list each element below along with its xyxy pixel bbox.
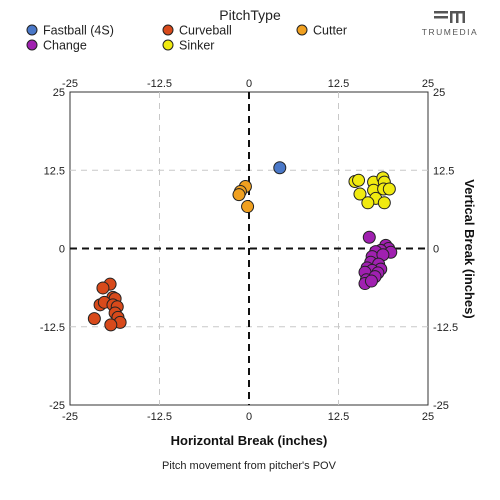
series-change	[358, 230, 398, 291]
x-tick-label-top: -25	[62, 78, 78, 90]
legend-marker	[162, 24, 174, 36]
x-axis-title: Horizontal Break (inches)	[171, 433, 328, 448]
data-points	[87, 161, 398, 332]
zero-lines	[70, 92, 428, 405]
data-point	[377, 196, 391, 210]
x-tick-label-bottom: 0	[246, 411, 252, 423]
legend-item: Change	[26, 39, 87, 53]
trumedia-logo-icon	[434, 11, 465, 23]
y-tick-label-left: 0	[59, 244, 65, 256]
series-cutter	[232, 180, 255, 214]
x-tick-label-top: 12.5	[328, 78, 349, 90]
x-tick-label-bottom: -12.5	[147, 411, 172, 423]
data-point	[104, 318, 118, 332]
data-point	[362, 230, 376, 244]
y-tick-label-right: 25	[433, 87, 445, 99]
legend-label: Change	[43, 39, 87, 53]
legend-item: Fastball (4S)	[26, 24, 114, 38]
legend-label: Fastball (4S)	[43, 24, 114, 38]
legend-title: PitchType	[219, 7, 281, 23]
series-curveball	[87, 277, 127, 332]
y-tick-label-left: 25	[53, 87, 65, 99]
brand-name: TRUMEDIA	[422, 27, 478, 37]
x-tick-label-top: -12.5	[147, 78, 172, 90]
data-point	[353, 187, 367, 201]
legend-label: Cutter	[313, 24, 347, 38]
x-tick-label-top: 25	[422, 78, 434, 90]
legend-label: Sinker	[179, 39, 214, 53]
y-axis-title: Vertical Break (inches)	[462, 179, 477, 318]
y-tick-label-right: 0	[433, 244, 439, 256]
y-tick-label-right: -25	[433, 400, 449, 412]
legend-marker	[26, 24, 38, 36]
data-point	[241, 200, 255, 214]
legend-marker	[296, 24, 308, 36]
x-tick-label-top: 0	[246, 78, 252, 90]
data-point	[361, 196, 375, 210]
legend-item: Cutter	[296, 24, 347, 38]
data-point	[364, 274, 378, 288]
data-point	[232, 188, 246, 202]
data-point	[96, 281, 110, 295]
y-tick-label-right: -12.5	[433, 322, 458, 334]
x-tick-label-bottom: 12.5	[328, 411, 349, 423]
series-sinker	[348, 171, 396, 210]
x-tick-label-bottom: -25	[62, 411, 78, 423]
chart-caption: Pitch movement from pitcher's POV	[162, 460, 337, 472]
data-point	[352, 173, 366, 187]
y-tick-label-left: -25	[49, 400, 65, 412]
y-tick-label-right: 12.5	[433, 165, 454, 177]
trumedia-logo: TRUMEDIA	[422, 11, 478, 37]
y-tick-label-left: 12.5	[44, 165, 65, 177]
legend-item: Sinker	[162, 39, 214, 53]
data-point	[382, 182, 396, 196]
legend-marker	[162, 39, 174, 51]
series-fastball-4s	[273, 161, 287, 175]
data-point	[87, 312, 101, 326]
data-point	[273, 161, 287, 175]
legend-marker	[26, 39, 38, 51]
x-tick-label-bottom: 25	[422, 411, 434, 423]
legend-item: Curveball	[162, 24, 232, 38]
legend-label: Curveball	[179, 24, 232, 38]
y-tick-label-left: -12.5	[40, 322, 65, 334]
